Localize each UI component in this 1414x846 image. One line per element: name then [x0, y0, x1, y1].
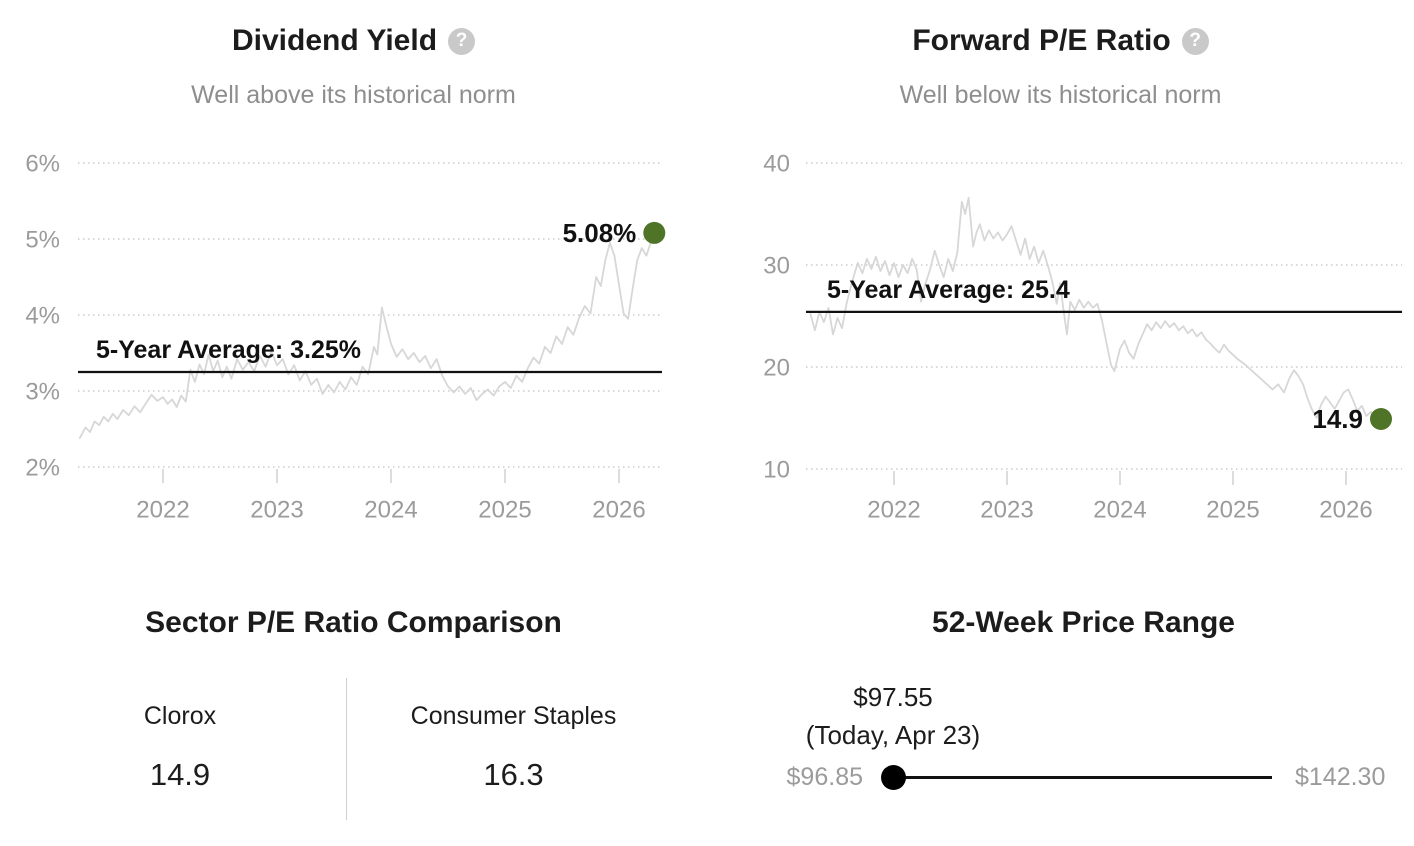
x-axis-tick-label: 2025	[478, 496, 531, 523]
price-range-title: 52-Week Price Range	[932, 606, 1235, 639]
y-axis-tick-label: 40	[763, 150, 790, 177]
current-price-block: $97.55 (Today, Apr 23)	[743, 678, 1043, 754]
x-axis-tick-label: 2026	[1319, 496, 1372, 523]
forward-pe-chart: 40 30 20 10 2022 2023 2024 2025 2026 5-Year Avera…	[707, 125, 1414, 530]
x-axis-tick-label: 2024	[1093, 496, 1146, 523]
y-axis-tick-label: 20	[763, 354, 790, 381]
range-high-label: $142.30	[1295, 763, 1386, 791]
y-axis-tick-label: 10	[763, 456, 790, 483]
x-axis-tick-label: 2024	[364, 496, 417, 523]
y-axis-tick-label: 30	[763, 252, 790, 279]
x-axis-tick-label: 2023	[250, 496, 303, 523]
x-axis-tick-label: 2026	[592, 496, 645, 523]
x-axis-tick-label: 2022	[136, 496, 189, 523]
current-value-label: 5.08%	[563, 218, 637, 248]
y-axis-tick-label: 6%	[25, 150, 60, 177]
help-icon[interactable]: ?	[1181, 27, 1209, 55]
dividend-yield-chart: 6% 5% 4% 3% 2% 2022 2023 2024 2025 2026 5-Year Ave…	[0, 125, 707, 530]
dividend-yield-subtitle: Well above its historical norm	[191, 81, 516, 109]
y-axis-tick-label: 5%	[25, 226, 60, 253]
sector-pe-panel: Sector P/E Ratio Comparison Clorox 14.9 …	[0, 560, 707, 846]
help-icon[interactable]: ?	[448, 27, 476, 55]
current-price-date: (Today, Apr 23)	[805, 720, 981, 750]
sector-pe-title: Sector P/E Ratio Comparison	[145, 606, 562, 639]
vertical-divider	[346, 678, 347, 820]
y-axis-tick-label: 2%	[25, 454, 60, 481]
dividend-yield-title: Dividend Yield	[231, 24, 438, 57]
clorox-label: Clorox	[143, 702, 217, 730]
dividend-yield-title-row: Dividend Yield ?	[0, 21, 707, 61]
price-range-track	[881, 764, 1272, 790]
y-axis-tick-label: 4%	[25, 302, 60, 329]
forward-pe-subtitle: Well below its historical norm	[899, 81, 1222, 109]
average-label: 5-Year Average: 3.25%	[96, 336, 361, 364]
forward-pe-title-row: Forward P/E Ratio ?	[707, 21, 1414, 61]
price-range-panel: 52-Week Price Range $97.55 (Today, Apr 2…	[707, 560, 1414, 846]
dividend-yield-panel: Dividend Yield ? Well above its historic…	[0, 0, 707, 560]
x-axis-tick-label: 2023	[980, 496, 1033, 523]
current-value-label: 14.9	[1312, 404, 1363, 434]
x-axis-tick-label: 2022	[867, 496, 920, 523]
average-label: 5-Year Average: 25.4	[827, 276, 1070, 304]
consumer-staples-label: Consumer Staples	[410, 702, 617, 730]
clorox-pe-value: 14.9	[149, 757, 211, 792]
range-low-label: $96.85	[786, 763, 863, 791]
consumer-staples-pe-value: 16.3	[483, 757, 544, 792]
forward-pe-title: Forward P/E Ratio	[912, 24, 1171, 57]
history-line	[78, 232, 656, 440]
current-value-dot	[1370, 408, 1392, 430]
current-value-dot	[643, 221, 666, 244]
x-axis-tick-label: 2025	[1206, 496, 1259, 523]
y-axis-tick-label: 3%	[25, 378, 60, 405]
current-price: $97.55	[853, 682, 933, 712]
price-range-knob[interactable]	[881, 764, 907, 790]
history-line	[809, 196, 1382, 420]
forward-pe-panel: Forward P/E Ratio ? Well below its histo…	[707, 0, 1414, 560]
